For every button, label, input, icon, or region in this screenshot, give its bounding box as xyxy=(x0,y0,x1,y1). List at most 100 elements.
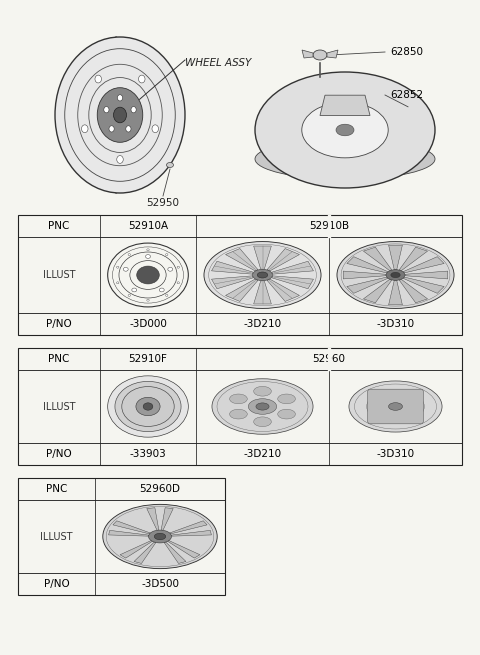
Ellipse shape xyxy=(137,266,159,284)
Polygon shape xyxy=(363,247,392,271)
Polygon shape xyxy=(343,271,385,279)
Polygon shape xyxy=(226,279,258,301)
Ellipse shape xyxy=(104,107,109,113)
Ellipse shape xyxy=(97,88,143,142)
Polygon shape xyxy=(161,508,173,531)
Polygon shape xyxy=(120,540,152,558)
Ellipse shape xyxy=(131,107,136,113)
Polygon shape xyxy=(212,261,253,274)
FancyBboxPatch shape xyxy=(368,389,423,424)
Ellipse shape xyxy=(128,295,131,296)
Ellipse shape xyxy=(117,266,119,268)
Ellipse shape xyxy=(253,386,271,396)
Text: 62850: 62850 xyxy=(390,47,423,57)
Text: PNC: PNC xyxy=(46,484,67,494)
Ellipse shape xyxy=(166,295,168,296)
Text: 52950: 52950 xyxy=(146,198,180,208)
Polygon shape xyxy=(267,249,300,271)
Ellipse shape xyxy=(255,139,435,179)
Polygon shape xyxy=(267,279,300,301)
Ellipse shape xyxy=(139,75,145,83)
Ellipse shape xyxy=(152,125,158,133)
Ellipse shape xyxy=(115,381,181,432)
Ellipse shape xyxy=(257,272,268,278)
Text: -3D310: -3D310 xyxy=(376,449,415,459)
Ellipse shape xyxy=(117,155,123,163)
Polygon shape xyxy=(253,246,271,269)
Text: P/NO: P/NO xyxy=(46,449,72,459)
Ellipse shape xyxy=(229,394,247,403)
Text: -3D500: -3D500 xyxy=(141,579,179,589)
Polygon shape xyxy=(347,277,388,293)
Ellipse shape xyxy=(145,255,150,259)
Ellipse shape xyxy=(278,394,295,403)
Polygon shape xyxy=(171,531,211,536)
Ellipse shape xyxy=(177,282,180,284)
Ellipse shape xyxy=(103,504,217,569)
Ellipse shape xyxy=(123,267,128,271)
Ellipse shape xyxy=(122,386,174,426)
Polygon shape xyxy=(226,249,258,271)
Polygon shape xyxy=(253,281,271,304)
Ellipse shape xyxy=(154,533,166,540)
Bar xyxy=(18,348,462,465)
Polygon shape xyxy=(113,521,150,534)
Ellipse shape xyxy=(126,126,131,132)
Ellipse shape xyxy=(336,124,354,136)
Polygon shape xyxy=(327,50,338,58)
Text: WHEEL ASSY: WHEEL ASSY xyxy=(185,58,252,68)
Ellipse shape xyxy=(108,376,188,437)
Text: ILLUST: ILLUST xyxy=(40,531,73,542)
Ellipse shape xyxy=(204,242,321,309)
Ellipse shape xyxy=(113,107,127,122)
Text: PNC: PNC xyxy=(48,354,70,364)
Polygon shape xyxy=(389,245,402,269)
Polygon shape xyxy=(168,540,200,558)
Ellipse shape xyxy=(136,398,160,416)
Ellipse shape xyxy=(313,50,327,60)
Ellipse shape xyxy=(248,399,276,414)
Ellipse shape xyxy=(82,125,88,133)
Ellipse shape xyxy=(386,270,405,280)
Ellipse shape xyxy=(168,267,173,271)
Text: 52960: 52960 xyxy=(312,354,346,364)
Text: 62852: 62852 xyxy=(390,90,423,100)
Polygon shape xyxy=(363,280,392,303)
Polygon shape xyxy=(169,521,207,534)
Polygon shape xyxy=(272,261,313,274)
Text: P/NO: P/NO xyxy=(44,579,70,589)
Ellipse shape xyxy=(337,242,454,309)
Polygon shape xyxy=(212,276,253,289)
Text: -3D210: -3D210 xyxy=(243,319,282,329)
Text: ILLUST: ILLUST xyxy=(43,402,75,411)
Text: -3D310: -3D310 xyxy=(376,319,415,329)
Polygon shape xyxy=(389,280,402,305)
Ellipse shape xyxy=(255,72,435,188)
Polygon shape xyxy=(134,542,156,563)
Bar xyxy=(18,478,225,595)
Ellipse shape xyxy=(167,162,173,168)
Text: ILLUST: ILLUST xyxy=(43,270,75,280)
Text: PNC: PNC xyxy=(48,221,70,231)
Text: 52910A: 52910A xyxy=(128,221,168,231)
Ellipse shape xyxy=(302,102,388,158)
Ellipse shape xyxy=(147,299,149,301)
Ellipse shape xyxy=(212,379,313,434)
Ellipse shape xyxy=(149,530,171,543)
Ellipse shape xyxy=(132,288,137,292)
Polygon shape xyxy=(347,257,388,273)
Ellipse shape xyxy=(159,288,164,292)
Polygon shape xyxy=(164,542,186,563)
Ellipse shape xyxy=(278,409,295,419)
Polygon shape xyxy=(147,508,159,531)
Text: -3D000: -3D000 xyxy=(129,319,167,329)
Ellipse shape xyxy=(253,417,271,426)
Ellipse shape xyxy=(108,37,124,193)
Ellipse shape xyxy=(391,272,400,278)
Text: 52910F: 52910F xyxy=(129,354,168,364)
Polygon shape xyxy=(406,271,448,279)
Ellipse shape xyxy=(256,403,269,410)
Polygon shape xyxy=(272,276,313,289)
Ellipse shape xyxy=(166,253,168,255)
Polygon shape xyxy=(403,257,444,273)
